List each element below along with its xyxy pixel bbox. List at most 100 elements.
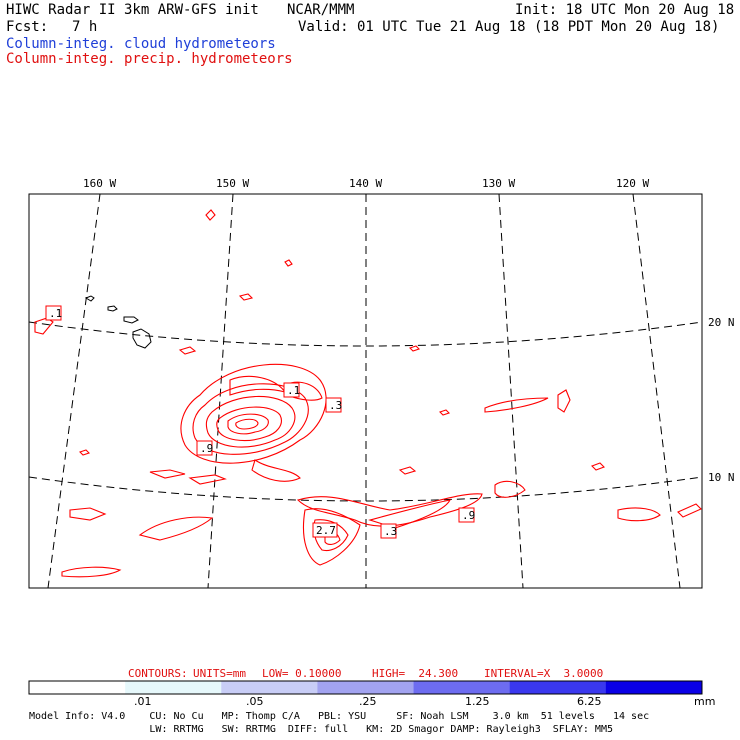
storm-tail <box>251 459 301 482</box>
contour-label: .3 <box>384 525 397 538</box>
parallel-10n <box>28 476 703 502</box>
scale-label: 6.25 <box>577 695 602 708</box>
valid-time: Valid: 01 UTC Tue 21 Aug 18 (18 PDT Mon … <box>298 19 720 35</box>
speck-9 <box>398 466 417 475</box>
scale-label: .05 <box>246 695 264 708</box>
lat-label: 20 N <box>708 316 735 329</box>
lon-label: 140 W <box>349 177 382 190</box>
storm-contour-5 <box>235 418 259 430</box>
itcz-band-east <box>368 499 451 529</box>
contour-label-box <box>283 382 300 398</box>
lon-label: 120 W <box>616 177 649 190</box>
island-oahu <box>107 305 118 312</box>
scale-label: .01 <box>134 695 152 708</box>
lon-label: 160 W <box>83 177 116 190</box>
scale-label: 1.25 <box>465 695 490 708</box>
cell-far-west-3 <box>61 566 122 578</box>
precip-contours <box>34 209 702 578</box>
contour-label-box <box>458 507 475 523</box>
scale-color-cell <box>125 681 222 694</box>
lon-label: 150 W <box>216 177 249 190</box>
contours-title: CONTOURS: <box>128 667 188 680</box>
speck-1 <box>205 209 216 221</box>
forecast-hour: 7 h <box>72 19 98 35</box>
cell-west-2 <box>188 474 227 485</box>
scale-color-cell <box>605 681 703 694</box>
contour-label: .3 <box>329 399 342 412</box>
speck-3 <box>238 293 254 301</box>
scale-frame <box>28 680 703 695</box>
contours-interval: INTERVAL=X 3.0000 <box>484 667 604 680</box>
speck-7 <box>438 409 451 416</box>
scale-unit: mm <box>694 695 716 708</box>
storm-contour-4 <box>227 413 269 435</box>
lon-label: 130 W <box>482 177 515 190</box>
island-maui <box>123 316 139 324</box>
meridian-150w <box>207 193 234 589</box>
island-kauai <box>84 295 95 302</box>
meridian-160w <box>47 193 101 589</box>
meridian-120w <box>632 193 681 589</box>
legend-cloud: Column-integ. cloud hydrometeors <box>6 36 276 52</box>
storm-contour-outer <box>180 363 327 464</box>
contour-label-box <box>380 523 397 539</box>
itcz-band-main <box>296 493 483 527</box>
hawaii-coastline <box>84 295 152 349</box>
storm-contour-2 <box>205 395 296 448</box>
contour-label: .9 <box>200 442 213 455</box>
model-info-line1: Model Info: V4.0 CU: No Cu MP: Thomp C/A… <box>29 711 650 722</box>
longitude-labels: 160 W 150 W 140 W 130 W 120 W <box>83 177 649 190</box>
contour-label-box <box>45 305 62 321</box>
storm-band-north <box>229 375 287 396</box>
scale-color-cell <box>317 681 415 694</box>
cell-east-2 <box>677 503 702 518</box>
itcz-cluster-west <box>302 508 361 566</box>
scale-color-cell <box>221 681 318 694</box>
cell-northwest <box>34 317 54 335</box>
storm-contour-1 <box>192 383 309 455</box>
forecast-label: Fcst: <box>6 19 49 35</box>
speck-4 <box>178 346 197 355</box>
latitude-labels: 20 N 10 N <box>708 316 735 484</box>
island-hawaii <box>132 328 152 349</box>
cell-far-west-1 <box>69 507 107 521</box>
contours-low: LOW= 0.10000 <box>262 667 342 680</box>
contour-label: .1 <box>49 307 62 320</box>
band-ne-2 <box>557 389 571 413</box>
cell-west-1 <box>149 469 186 479</box>
contours-units: UNITS=mm <box>193 667 246 680</box>
contour-label: 2.7 <box>316 524 336 537</box>
contour-label-box <box>325 397 342 413</box>
speck-5 <box>408 345 421 352</box>
model-info-line2: LW: RRTMG SW: RRTMG DIFF: full KM: 2D Sm… <box>29 724 613 735</box>
color-scale <box>28 680 703 695</box>
storm-band-east <box>284 381 323 401</box>
contour-label-box <box>312 522 338 538</box>
init-time: Init: 18 UTC Mon 20 Aug 18 <box>515 2 735 18</box>
speck-8 <box>591 462 605 471</box>
cell-east-1 <box>617 507 661 522</box>
org-label: NCAR/MMM <box>287 2 355 18</box>
storm-contour-3 <box>216 406 282 442</box>
speck-6 <box>78 449 91 456</box>
meridian-130w <box>498 193 524 589</box>
scale-label: .25 <box>359 695 377 708</box>
scale-color-cell <box>509 681 607 694</box>
latitude-grid <box>28 321 703 502</box>
legend-precip: Column-integ. precip. hydrometeors <box>6 51 293 67</box>
contour-labels: .1 .1 .3 .9 2.7 .3 .9 <box>45 305 475 539</box>
contours-high: HIGH= 24.300 <box>372 667 459 680</box>
scale-color-cell <box>29 681 126 694</box>
lat-label: 10 N <box>708 471 735 484</box>
longitude-grid <box>47 193 681 589</box>
band-ne-1 <box>484 397 549 413</box>
contour-label: .1 <box>287 384 300 397</box>
contour-label-box <box>196 440 213 456</box>
itcz-cell-130w <box>494 480 526 498</box>
parallel-20n <box>28 321 703 347</box>
chart-title: HIWC Radar II 3km ARW-GFS init <box>6 2 259 18</box>
speck-2 <box>284 259 293 267</box>
cell-far-west-2 <box>138 516 214 541</box>
contour-label: .9 <box>462 509 475 522</box>
